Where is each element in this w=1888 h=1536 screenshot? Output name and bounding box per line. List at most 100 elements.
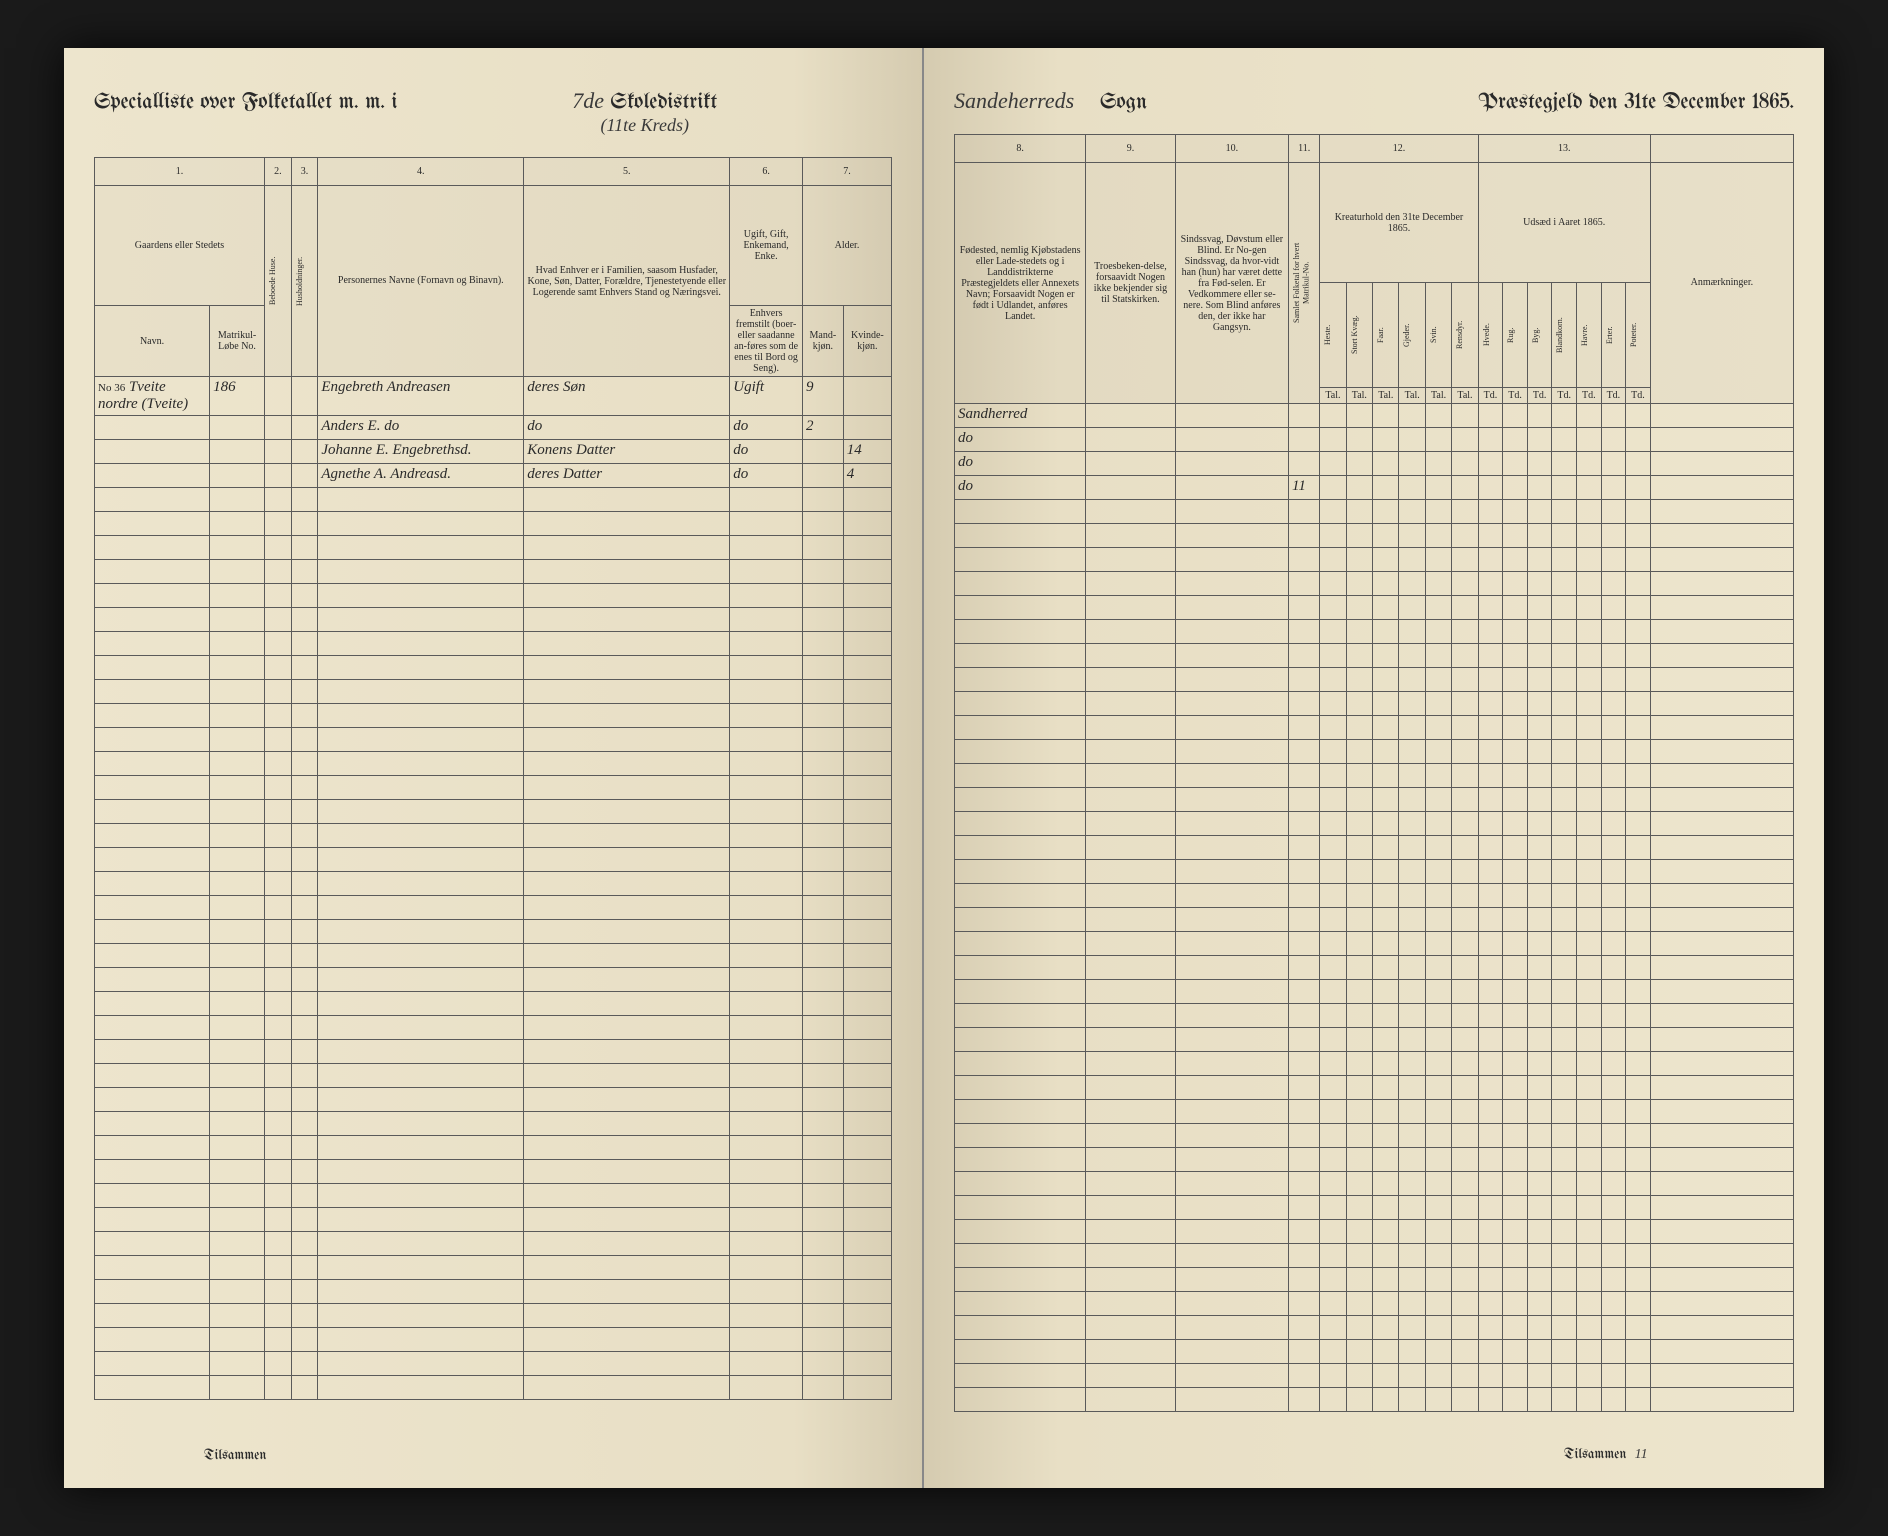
table-row [95, 944, 892, 968]
table-row [955, 500, 1794, 524]
h12-top: Kreaturhold den 31te December 1865. [1320, 163, 1478, 283]
cell-num [1601, 452, 1626, 476]
left-tbody: No 36 Tveite nordre (Tveite)186Engebreth… [95, 377, 892, 1400]
cell-num [1552, 452, 1577, 476]
cell-num [1346, 404, 1372, 428]
table-row [955, 1388, 1794, 1412]
cell-num [1577, 476, 1602, 500]
col9-num: 9. [1086, 135, 1175, 163]
u11: Td. [1577, 388, 1602, 404]
h12-gjeder: Gjeder. [1399, 283, 1425, 388]
h13-poteter: Poteter. [1626, 283, 1651, 388]
cell-hush [291, 440, 318, 464]
cell-anm [1650, 452, 1793, 476]
table-row [955, 1076, 1794, 1100]
h5: Hvad Enhver er i Familien, saasom Husfad… [524, 186, 730, 377]
cell-status: do [730, 416, 803, 440]
u2: Tal. [1346, 388, 1372, 404]
cell-status: do [730, 464, 803, 488]
table-row [955, 1364, 1794, 1388]
col7-num: 7. [802, 158, 891, 186]
cell-num [1346, 452, 1372, 476]
table-row [95, 1184, 892, 1208]
cell-huse [265, 416, 292, 440]
cell-alder-k: 4 [843, 464, 891, 488]
cell-anm [1650, 428, 1793, 452]
table-row [955, 1244, 1794, 1268]
cell-sted [95, 464, 210, 488]
cell-num [1503, 404, 1528, 428]
cell-fodested: do [955, 476, 1086, 500]
cell-num [1577, 428, 1602, 452]
table-row [95, 1064, 892, 1088]
left-header: Specialliste over Folketallet m. m. i 7d… [94, 88, 892, 137]
cell-num [1527, 476, 1552, 500]
cell-num [1346, 428, 1372, 452]
table-row [95, 1280, 892, 1304]
table-row [95, 1136, 892, 1160]
u4: Tal. [1399, 388, 1425, 404]
table-row [95, 728, 892, 752]
table-row [955, 1004, 1794, 1028]
h12-faar: Faar. [1373, 283, 1399, 388]
table-row [95, 872, 892, 896]
cell-num [1527, 404, 1552, 428]
table-row [95, 992, 892, 1016]
cell-num [1399, 476, 1425, 500]
table-row [95, 1208, 892, 1232]
cell-sted [95, 440, 210, 464]
h6-bot: Enhvers fremstilt (boer- eller saadanne … [730, 306, 803, 377]
u6: Tal. [1452, 388, 1478, 404]
cell-alder-m [802, 464, 843, 488]
cell-navn: Johanne E. Engebrethsd. [318, 440, 524, 464]
col4-num: 4. [318, 158, 524, 186]
table-row [955, 860, 1794, 884]
table-row [95, 1040, 892, 1064]
col10-num: 10. [1175, 135, 1288, 163]
h13-havre: Havre. [1577, 283, 1602, 388]
h13-bland: Blandkorn. [1552, 283, 1577, 388]
cell-num [1552, 428, 1577, 452]
cell-num [1399, 404, 1425, 428]
col12-num: 12. [1320, 135, 1478, 163]
table-row [95, 848, 892, 872]
cell-anm [1650, 476, 1793, 500]
table-row: do [955, 452, 1794, 476]
table-row [95, 680, 892, 704]
table-row [955, 1172, 1794, 1196]
table-row: Sandherred [955, 404, 1794, 428]
header-parish: Sandeherreds Sogn [954, 88, 1147, 114]
cell-status: Ugift [730, 377, 803, 416]
h7-top: Alder. [802, 186, 891, 306]
right-thead: 8. 9. 10. 11. 12. 13. Fødested, nemlig K… [955, 135, 1794, 404]
col13-num: 13. [1478, 135, 1650, 163]
u9: Td. [1527, 388, 1552, 404]
cell-huse [265, 464, 292, 488]
h7-m: Mand-kjøn. [802, 306, 843, 377]
table-row [95, 656, 892, 680]
u3: Tal. [1373, 388, 1399, 404]
cell-num [1601, 404, 1626, 428]
h13-top: Udsæd i Aaret 1865. [1478, 163, 1650, 283]
cell-familie: do [524, 416, 730, 440]
cell-num [1552, 404, 1577, 428]
h12-rensdyr: Rensdyr. [1452, 283, 1478, 388]
cell-status: do [730, 440, 803, 464]
cell-huse [265, 440, 292, 464]
h10: Sindssvag, Døvstum eller Blind. Er No-ge… [1175, 163, 1288, 404]
cell-num [1373, 476, 1399, 500]
table-row [955, 812, 1794, 836]
cell-hush [291, 377, 318, 416]
h9: Troesbeken-delse, forsaavidt Nogen ikke … [1086, 163, 1175, 404]
table-row [955, 932, 1794, 956]
cell-num [1626, 428, 1651, 452]
cell-sted: No 36 Tveite nordre (Tveite) [95, 377, 210, 416]
table-row [955, 716, 1794, 740]
h4: Personernes Navne (Fornavn og Binavn). [318, 186, 524, 377]
table-row: Agnethe A. Andreasd.deres Datterdo4 [95, 464, 892, 488]
table-row [955, 956, 1794, 980]
table-row [955, 740, 1794, 764]
h12-svin: Svin. [1425, 283, 1451, 388]
table-row: Anders E. dododo2 [95, 416, 892, 440]
h8: Fødested, nemlig Kjøbstadens eller Lade-… [955, 163, 1086, 404]
